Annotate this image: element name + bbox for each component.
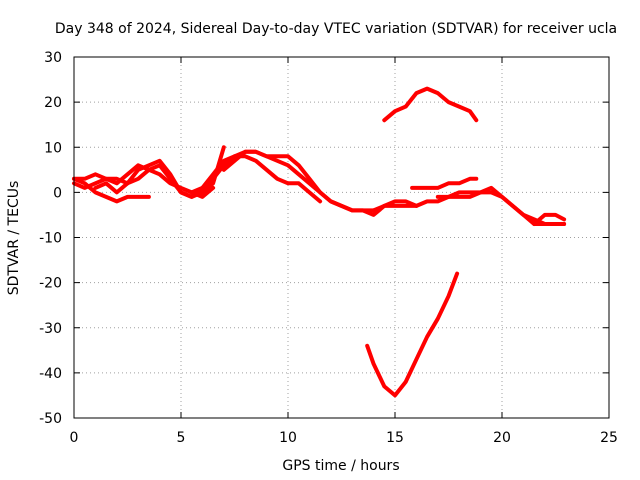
series-line-arc-11 [382,86,479,123]
y-tick-label: -40 [39,366,62,382]
series-line-arc-10 [410,176,479,190]
x-tick-label: 10 [279,430,297,446]
chart-title: Day 348 of 2024, Sidereal Day-to-day VTE… [55,21,617,37]
axis-ticks [73,56,610,419]
y-tick-label: -50 [39,411,62,427]
series-layer [72,86,567,398]
series-line-arc-6 [221,149,376,213]
y-tick-label: -20 [39,276,62,292]
y-tick-label: -30 [39,321,62,337]
x-tick-label: 0 [70,430,79,446]
y-axis-label: SDTVAR / TECUs [6,181,22,296]
tick-labels: 0 5 10 15 20 25 -50 -40 -30 -20 -10 0 10 20 30 [39,50,618,446]
x-axis-label: GPS time / hours [282,458,399,474]
x-tick-label: 15 [386,430,404,446]
y-tick-label: 20 [44,95,62,111]
series-line-arc-12 [365,271,460,398]
x-tick-label: 5 [177,430,186,446]
y-tick-label: 30 [44,50,62,66]
series-line-arc-9 [532,212,567,226]
y-tick-label: 0 [53,185,62,201]
series-line-arc-5 [189,149,419,217]
x-tick-label: 20 [493,430,511,446]
series-line-arc-1 [72,176,151,204]
x-tick-label: 25 [600,430,618,446]
series-line-arc-8 [435,185,567,226]
series-line-arc-7 [371,190,567,226]
y-tick-label: 10 [44,140,62,156]
grid [74,57,609,418]
y-tick-label: -10 [39,231,62,247]
